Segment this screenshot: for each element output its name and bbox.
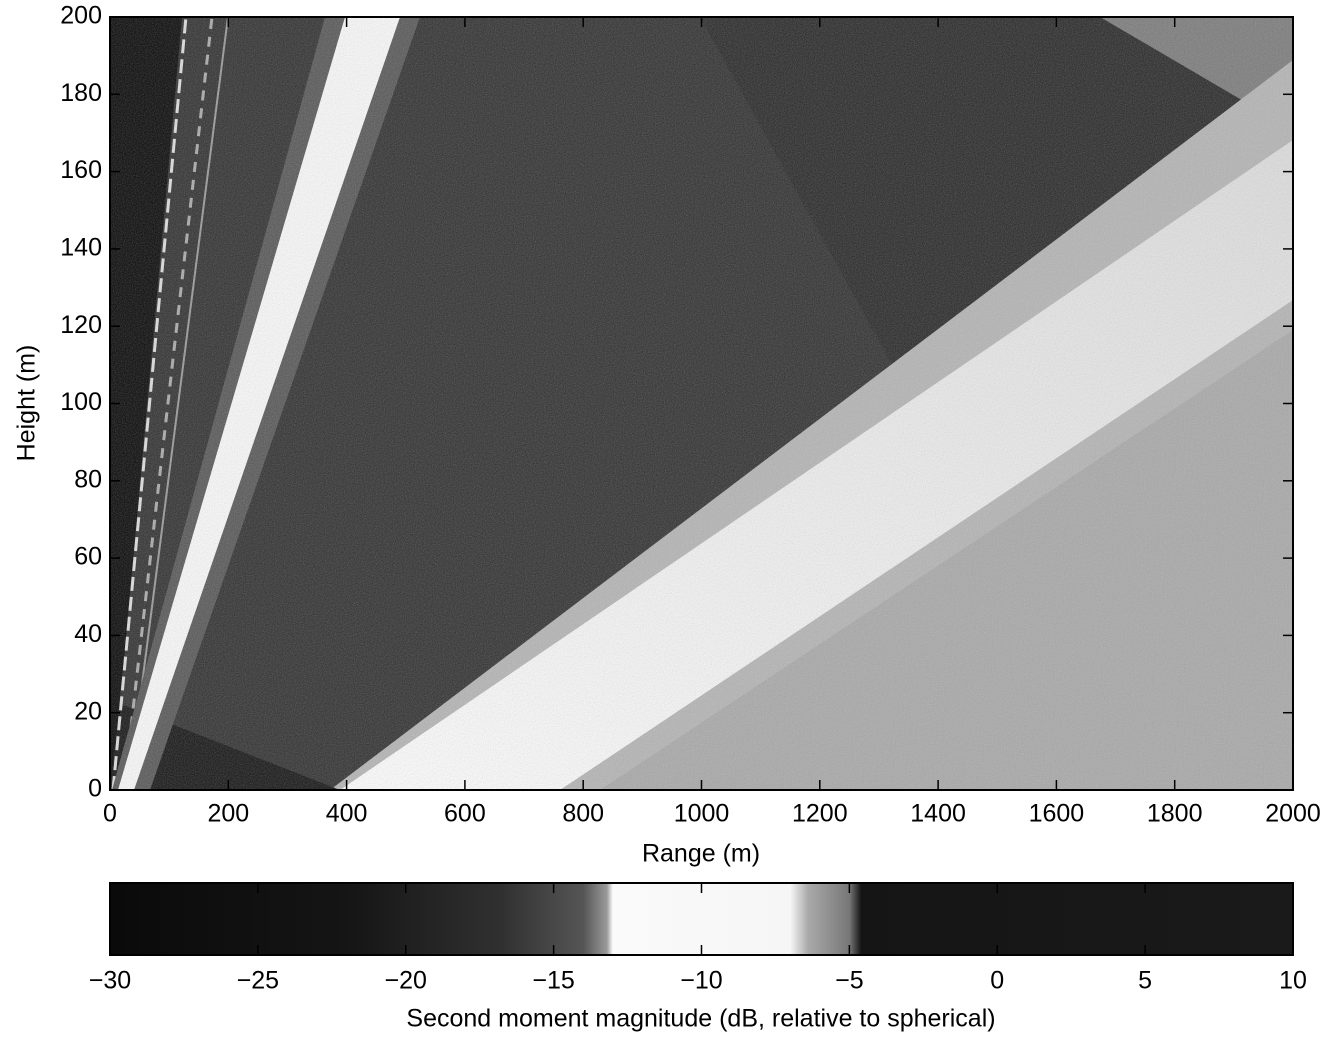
x-tick-label: 1000 bbox=[674, 800, 730, 828]
y-tick-label: 160 bbox=[60, 156, 102, 184]
colorbar-tick-label: 0 bbox=[990, 967, 1004, 995]
y-tick-label: 180 bbox=[60, 79, 102, 107]
y-tick-label: 0 bbox=[88, 775, 102, 803]
colorbar-tick-label: 10 bbox=[1279, 967, 1307, 995]
colorbar-tick-label: −5 bbox=[835, 967, 864, 995]
x-tick-label: 400 bbox=[326, 800, 368, 828]
y-tick-label: 60 bbox=[74, 543, 102, 571]
y-tick-label: 120 bbox=[60, 311, 102, 339]
y-tick-label: 100 bbox=[60, 388, 102, 416]
x-tick-label: 800 bbox=[562, 800, 604, 828]
colorbar-tick-label: 5 bbox=[1138, 967, 1152, 995]
colorbar-label: Second moment magnitude (dB, relative to… bbox=[406, 1005, 995, 1033]
x-tick-label: 600 bbox=[444, 800, 486, 828]
y-tick-label: 200 bbox=[60, 2, 102, 30]
colorbar-tick-label: −30 bbox=[89, 967, 131, 995]
x-tick-label: 1800 bbox=[1147, 800, 1203, 828]
y-tick-label: 80 bbox=[74, 465, 102, 493]
colorbar-tick-label: −20 bbox=[385, 967, 427, 995]
y-tick-label: 40 bbox=[74, 620, 102, 648]
x-tick-label: 200 bbox=[207, 800, 249, 828]
colorbar-tick-label: −15 bbox=[532, 967, 574, 995]
x-tick-label: 2000 bbox=[1265, 800, 1321, 828]
y-tick-label: 20 bbox=[74, 697, 102, 725]
colorbar bbox=[110, 883, 1293, 955]
x-tick-label: 1600 bbox=[1029, 800, 1085, 828]
y-tick-label: 140 bbox=[60, 234, 102, 262]
heatmap-field bbox=[110, 17, 1293, 790]
colorbar-tick-label: −10 bbox=[680, 967, 722, 995]
x-tick-label: 1200 bbox=[792, 800, 848, 828]
y-axis-label: Height (m) bbox=[13, 345, 41, 462]
x-tick-label: 1400 bbox=[910, 800, 966, 828]
colorbar-tick-label: −25 bbox=[237, 967, 279, 995]
x-tick-label: 0 bbox=[103, 800, 117, 828]
x-axis-label: Range (m) bbox=[642, 840, 760, 868]
